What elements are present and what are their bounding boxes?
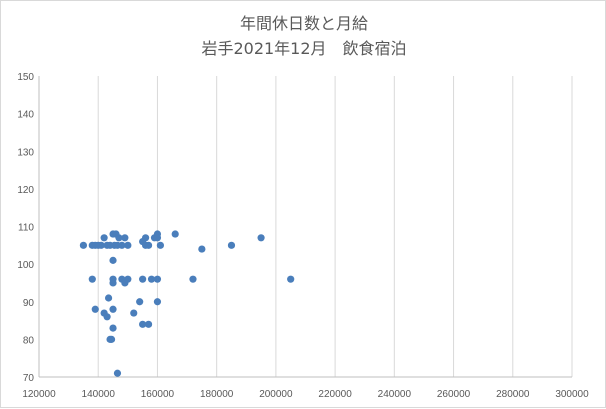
y-tick-label: 70 bbox=[23, 373, 35, 384]
data-point bbox=[121, 234, 129, 242]
data-point bbox=[189, 275, 197, 283]
data-point bbox=[104, 294, 113, 302]
y-tick-label: 130 bbox=[17, 147, 34, 158]
y-tick-label: 90 bbox=[23, 298, 35, 309]
data-point bbox=[198, 245, 206, 253]
y-tick-label: 150 bbox=[17, 72, 34, 83]
data-point bbox=[153, 234, 162, 242]
data-point bbox=[107, 335, 116, 343]
data-point bbox=[257, 234, 265, 242]
y-tick-label: 140 bbox=[17, 110, 34, 121]
data-point bbox=[153, 298, 162, 306]
data-point bbox=[109, 256, 117, 264]
data-point bbox=[100, 234, 108, 242]
data-point bbox=[130, 309, 138, 317]
data-point bbox=[144, 241, 153, 249]
y-tick-label: 110 bbox=[18, 223, 34, 234]
x-tick-label: 120000 bbox=[22, 389, 56, 400]
data-point bbox=[109, 324, 117, 332]
chart-subtitle: 岩手2021年12月 飲食宿泊 bbox=[201, 39, 407, 58]
y-tick-label: 100 bbox=[17, 260, 34, 271]
chart-title: 年間休日数と月給 bbox=[239, 14, 368, 33]
data-point bbox=[139, 275, 147, 283]
data-point bbox=[227, 241, 236, 249]
x-tick-label: 280000 bbox=[496, 389, 530, 400]
x-tick-label: 300000 bbox=[555, 389, 589, 400]
data-point bbox=[139, 320, 147, 328]
data-point bbox=[153, 275, 162, 283]
x-tick-label: 180000 bbox=[200, 389, 234, 400]
data-point bbox=[91, 305, 99, 313]
data-point bbox=[171, 230, 179, 238]
data-point bbox=[97, 241, 105, 249]
data-point bbox=[142, 234, 150, 242]
data-point bbox=[124, 241, 132, 249]
data-point bbox=[115, 234, 123, 242]
data-point bbox=[118, 241, 126, 249]
x-tick-label: 240000 bbox=[378, 389, 412, 400]
data-point bbox=[144, 320, 153, 328]
x-tick-label: 260000 bbox=[437, 389, 471, 400]
x-tick-label: 220000 bbox=[318, 389, 352, 400]
data-point bbox=[156, 241, 165, 249]
data-point bbox=[109, 305, 117, 313]
x-tick-label: 160000 bbox=[141, 389, 175, 400]
data-point bbox=[113, 369, 122, 377]
data-point bbox=[287, 275, 295, 283]
data-point bbox=[147, 275, 156, 283]
data-point bbox=[109, 275, 117, 283]
data-point bbox=[124, 275, 132, 283]
y-tick-label: 120 bbox=[17, 185, 34, 196]
x-tick-label: 200000 bbox=[259, 389, 293, 400]
x-tick-label: 140000 bbox=[82, 389, 116, 400]
data-point bbox=[136, 298, 144, 306]
data-point bbox=[79, 241, 88, 249]
y-tick-label: 80 bbox=[23, 335, 35, 346]
data-point bbox=[88, 275, 96, 283]
data-point bbox=[103, 313, 111, 321]
